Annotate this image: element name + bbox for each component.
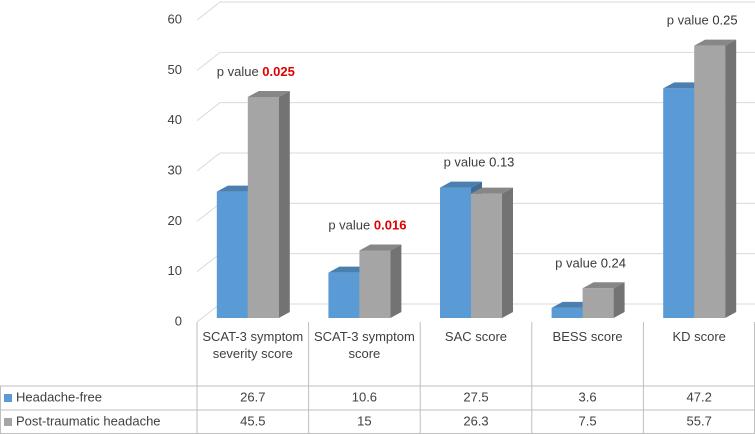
- category-label-box: BESS score: [552, 329, 623, 344]
- grid-line: [196, 152, 755, 172]
- x-tick-label: KD score: [672, 329, 726, 344]
- bar-front: [247, 96, 279, 318]
- table-cell: 10.6: [352, 389, 377, 404]
- bar-side: [613, 282, 625, 318]
- bar-front: [328, 272, 360, 318]
- y-tick-label: 0: [175, 313, 182, 328]
- y-tick-label: 40: [168, 112, 182, 127]
- annotation: p value 0.25: [667, 13, 738, 28]
- bar: [694, 39, 737, 318]
- annotation-value: 0.025: [262, 64, 295, 79]
- bar-side: [725, 39, 737, 318]
- bar-top: [247, 90, 290, 97]
- bar-top: [694, 39, 737, 46]
- category-label-box: SCAT-3 symptom severity score: [202, 329, 304, 361]
- y-tick-label: 60: [168, 11, 182, 26]
- bar: [247, 90, 290, 318]
- y-tick-label: 20: [168, 213, 182, 228]
- bar-front: [216, 191, 248, 318]
- annotation: p value 0.025: [217, 64, 295, 79]
- annotation-value: 0.25: [712, 13, 737, 28]
- table-cell: 26.3: [463, 413, 488, 428]
- bar-front: [440, 187, 471, 318]
- x-tick-label: BESS score: [552, 329, 623, 344]
- grid-line: [196, 1, 755, 21]
- category-label-box: KD score: [672, 329, 726, 344]
- legend-label: Headache-free: [16, 389, 102, 404]
- annotation: p value 0.13: [444, 155, 515, 170]
- y-tick-label: 50: [168, 62, 182, 77]
- table-cell: 55.7: [687, 413, 712, 428]
- annotation-label: p value: [667, 13, 709, 28]
- bar-front: [359, 250, 391, 318]
- table-cell: 3.6: [579, 389, 597, 404]
- x-tick-label: SCAT-3 symptom severity score: [202, 329, 304, 361]
- bar-top: [471, 187, 513, 194]
- annotation: p value 0.016: [328, 218, 406, 233]
- annotation-label: p value: [444, 155, 486, 170]
- legend-swatch: [4, 394, 12, 402]
- annotation-label: p value: [328, 218, 370, 233]
- table-cell: 47.2: [687, 389, 712, 404]
- bar-front: [551, 307, 583, 318]
- table-cell: 26.7: [240, 389, 265, 404]
- annotation-value: 0.24: [601, 256, 626, 271]
- annotation: p value 0.24: [555, 256, 626, 271]
- bar-top: [359, 244, 402, 251]
- bar-front: [471, 193, 502, 318]
- x-tick-label: SCAT-3 symptom score: [313, 329, 415, 361]
- bar-front: [663, 88, 695, 318]
- annotation-value: 0.016: [374, 218, 407, 233]
- bar-side: [502, 187, 513, 318]
- bar-front: [582, 288, 614, 318]
- table-cell: 15: [357, 413, 371, 428]
- y-tick-label: 10: [168, 263, 182, 278]
- bar-top: [440, 181, 482, 188]
- category-label-box: SAC score: [444, 329, 508, 344]
- bar-side: [278, 90, 290, 318]
- bar: [359, 244, 402, 318]
- y-tick-label: 30: [168, 162, 182, 177]
- table-cell: 45.5: [240, 413, 265, 428]
- legend-swatch: [4, 418, 12, 426]
- annotation-value: 0.13: [489, 155, 514, 170]
- grid-line: [196, 51, 755, 71]
- grid-line: [196, 102, 755, 122]
- category-label-box: SCAT-3 symptom score: [313, 329, 415, 361]
- table-cell: 7.5: [579, 413, 597, 428]
- bar: [582, 282, 625, 318]
- annotation-label: p value: [555, 256, 597, 271]
- legend-label: Post-traumatic headache: [16, 413, 161, 428]
- bar: [471, 187, 513, 318]
- table-cell: 27.5: [463, 389, 488, 404]
- x-tick-label: SAC score: [444, 329, 508, 344]
- bar-top: [582, 282, 625, 289]
- bar-side: [390, 244, 402, 318]
- bar-front: [694, 45, 726, 318]
- annotation-label: p value: [217, 64, 259, 79]
